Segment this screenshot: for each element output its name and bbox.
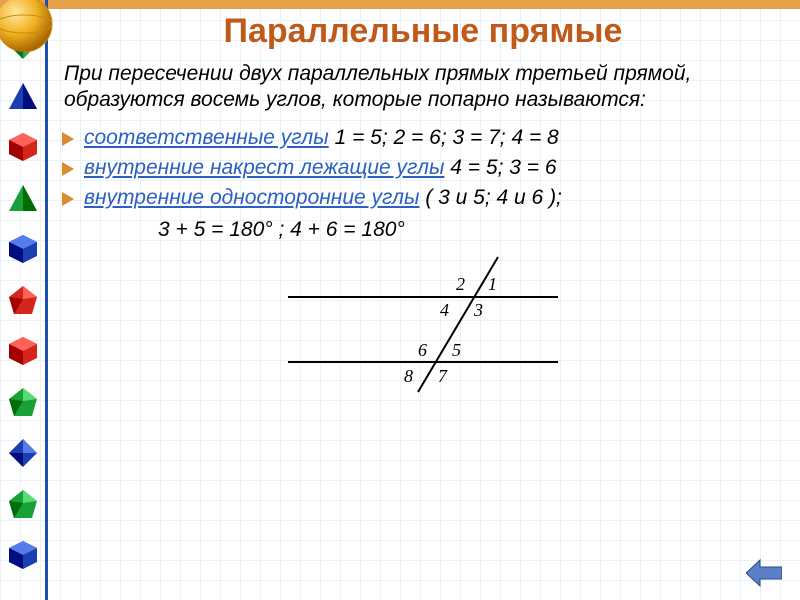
cube-icon <box>7 335 39 367</box>
corner-sphere-icon <box>0 0 54 54</box>
slide-title: Параллельные прямые <box>58 12 788 51</box>
svg-text:4: 4 <box>440 300 449 320</box>
svg-text:6: 6 <box>418 340 427 360</box>
angles-diagram: 2 1 4 3 6 5 8 7 <box>278 252 568 402</box>
pentagon-icon <box>7 284 39 316</box>
left-shapes-band <box>0 0 48 600</box>
back-arrow-icon[interactable] <box>746 558 782 588</box>
cube-icon <box>7 233 39 265</box>
bullet-item: соответственные углы 1 = 5; 2 = 6; 3 = 7… <box>62 126 788 150</box>
svg-text:1: 1 <box>488 274 497 294</box>
svg-text:5: 5 <box>452 340 461 360</box>
slide-content: Параллельные прямые При пересечении двух… <box>58 12 788 588</box>
top-decor-band <box>0 0 800 9</box>
cube-icon <box>7 539 39 571</box>
pentagon-icon <box>7 386 39 418</box>
angle-term: соответственные углы <box>84 126 329 149</box>
cube-icon <box>7 131 39 163</box>
triangle-icon <box>7 80 39 112</box>
angle-term: внутренние накрест лежащие углы <box>84 156 444 179</box>
bullet-item: внутренние односторонние углы ( 3 и 5; 4… <box>62 186 788 210</box>
bullet-list: соответственные углы 1 = 5; 2 = 6; 3 = 7… <box>62 126 788 210</box>
angle-values: 1 = 5; 2 = 6; 3 = 7; 4 = 8 <box>329 126 559 149</box>
svg-text:3: 3 <box>473 300 483 320</box>
angle-values: ( 3 и 5; 4 и 6 ); <box>419 186 561 209</box>
bullet-item: внутренние накрест лежащие углы 4 = 5; 3… <box>62 156 788 180</box>
triangle-icon <box>7 182 39 214</box>
angle-term: внутренние односторонние углы <box>84 186 419 209</box>
svg-text:8: 8 <box>404 366 413 386</box>
intro-text: При пересечении двух параллельных прямых… <box>64 61 782 114</box>
rhombus-icon <box>7 437 39 469</box>
equation-line: 3 + 5 = 180° ; 4 + 6 = 180° <box>158 218 788 242</box>
angle-values: 4 = 5; 3 = 6 <box>444 156 556 179</box>
pentagon-icon <box>7 488 39 520</box>
svg-text:2: 2 <box>456 274 465 294</box>
svg-text:7: 7 <box>438 366 448 386</box>
